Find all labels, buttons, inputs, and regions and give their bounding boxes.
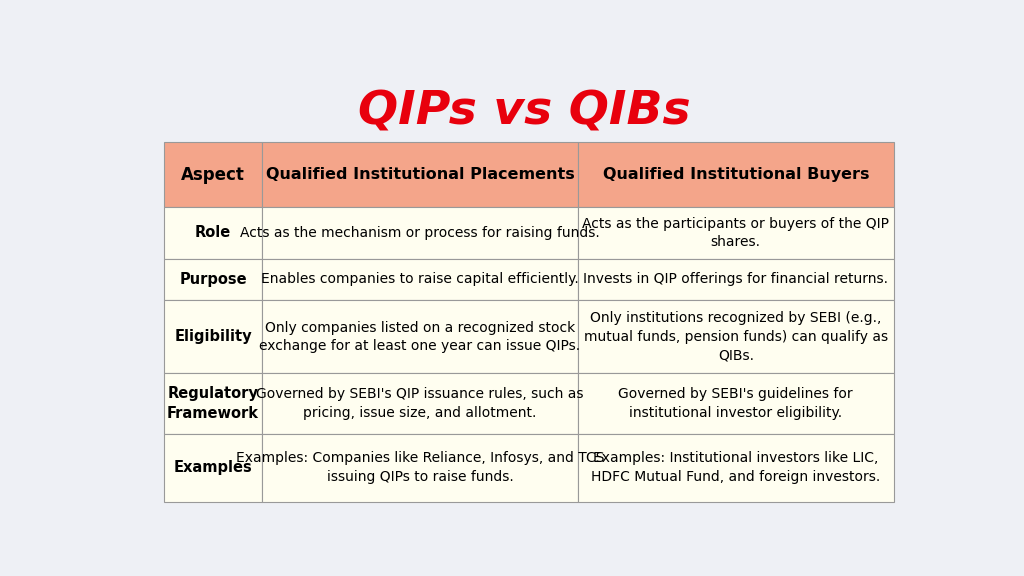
Text: Examples: Companies like Reliance, Infosys, and TCS
issuing QIPs to raise funds.: Examples: Companies like Reliance, Infos… [236,452,604,484]
Text: Qualified Institutional Placements: Qualified Institutional Placements [265,167,574,182]
Bar [262,373,578,434]
Bar [578,142,894,207]
Text: Invests in QIP offerings for financial returns.: Invests in QIP offerings for financial r… [584,272,888,286]
Text: Examples: Examples [174,460,252,475]
Text: Regulatory
Framework: Regulatory Framework [167,386,259,421]
Text: Examples: Institutional investors like LIC,
HDFC Mutual Fund, and foreign invest: Examples: Institutional investors like L… [591,452,881,484]
Text: Qualified Institutional Buyers: Qualified Institutional Buyers [602,167,869,182]
Bar [578,259,894,300]
Bar [164,434,262,502]
Bar [262,434,578,502]
Bar [164,142,262,207]
Text: Only institutions recognized by SEBI (e.g.,
mutual funds, pension funds) can qua: Only institutions recognized by SEBI (e.… [584,312,888,362]
Bar [262,259,578,300]
Bar [578,207,894,259]
Text: Only companies listed on a recognized stock
exchange for at least one year can i: Only companies listed on a recognized st… [259,321,581,353]
Bar [578,373,894,434]
Text: Acts as the participants or buyers of the QIP
shares.: Acts as the participants or buyers of th… [583,217,889,249]
Bar [164,373,262,434]
Text: Governed by SEBI's guidelines for
institutional investor eligibility.: Governed by SEBI's guidelines for instit… [618,388,853,420]
Bar [164,207,262,259]
Text: Aspect: Aspect [181,166,245,184]
Text: Acts as the mechanism or process for raising funds.: Acts as the mechanism or process for rai… [240,226,600,240]
Bar [262,207,578,259]
Bar [262,300,578,373]
Bar [164,259,262,300]
Text: Governed by SEBI's QIP issuance rules, such as
pricing, issue size, and allotmen: Governed by SEBI's QIP issuance rules, s… [256,388,584,420]
Bar [262,142,578,207]
Bar [578,300,894,373]
Text: QIPs vs QIBs: QIPs vs QIBs [358,89,691,134]
Text: Enables companies to raise capital efficiently.: Enables companies to raise capital effic… [261,272,579,286]
Bar [578,434,894,502]
Text: Purpose: Purpose [179,272,247,287]
Text: Eligibility: Eligibility [174,329,252,344]
Text: Role: Role [195,225,231,240]
Bar [164,300,262,373]
